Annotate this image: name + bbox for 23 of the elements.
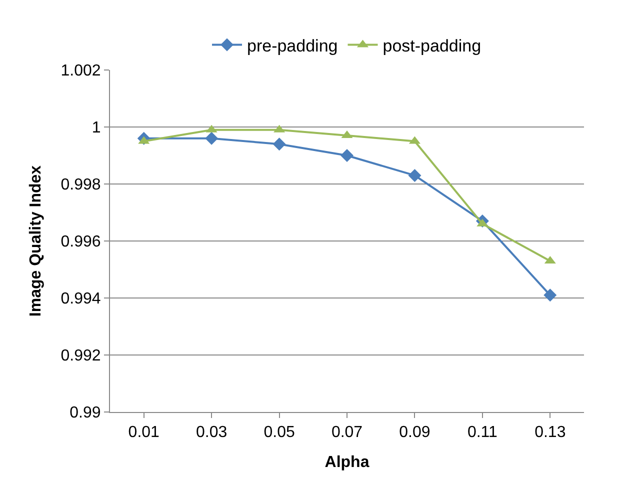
point	[205, 132, 218, 145]
y-tick-label: 1.002	[60, 62, 101, 80]
x-tick-label: 0.01	[128, 424, 160, 442]
y-tick-label: 0.992	[60, 348, 101, 365]
x-tick-label: 0.13	[534, 424, 566, 442]
point	[340, 149, 354, 162]
y-tick-label: 0.996	[60, 234, 101, 251]
legend-label: post-padding	[382, 36, 482, 56]
x-tick-label: 0.07	[331, 424, 363, 442]
y-axis-title: Image Quality Index	[28, 165, 45, 317]
x-tick-label: 0.03	[196, 424, 228, 442]
legend-label: pre-padding	[247, 36, 338, 56]
y-tick-label: 0.998	[60, 176, 101, 194]
point	[272, 138, 286, 151]
point	[544, 288, 557, 302]
x-tick-label: 0.09	[399, 424, 430, 442]
y-tick-label: 0.994	[60, 290, 101, 308]
x-tick-label: 0.05	[264, 424, 295, 442]
y-tick-label: 1	[92, 120, 101, 137]
x-tick-label: 0.11	[467, 424, 498, 442]
point	[408, 168, 422, 182]
y-tick-label: 0.99	[70, 404, 101, 422]
x-axis-title: Alpha	[324, 454, 370, 471]
